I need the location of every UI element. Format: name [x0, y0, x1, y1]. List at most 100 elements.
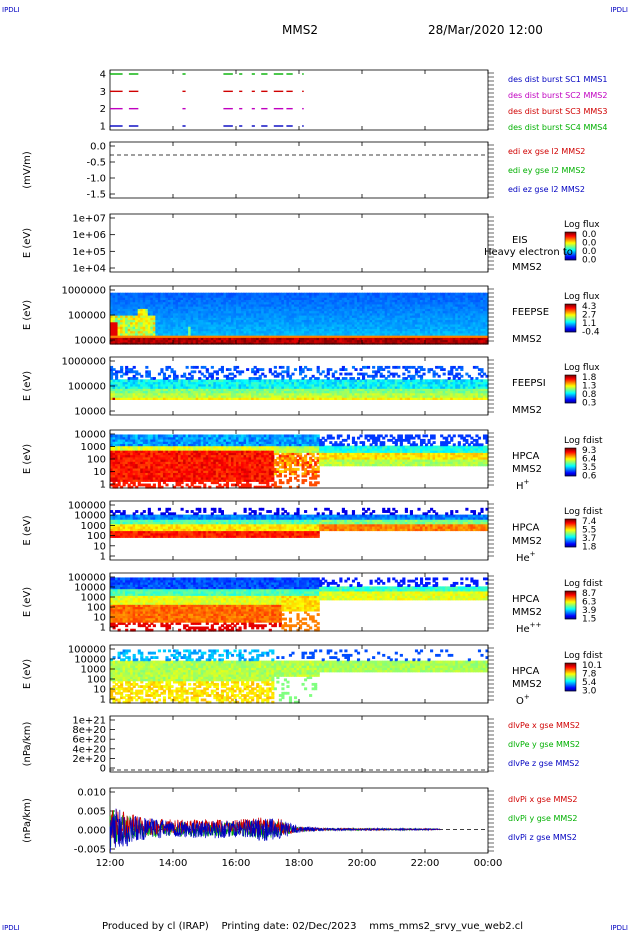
colorbar-title-8: Log fdist — [564, 579, 603, 589]
colorbar-tick-6-2: 3.5 — [582, 463, 596, 473]
colorbar-tick-4-1: 2.7 — [582, 311, 596, 321]
panel-frame-2 — [109, 141, 489, 199]
colorbar-title-3: Log flux — [564, 220, 600, 230]
colorbar-5 — [564, 374, 577, 404]
ylabel-10: (nPa/km) — [22, 722, 33, 767]
legend-10-1: dlvPe y gse MMS2 — [508, 740, 580, 749]
ylabel-6: E (eV) — [22, 444, 33, 474]
ytick-10-0: 1e+21 — [72, 716, 106, 727]
panel-2 — [109, 141, 494, 199]
instrument-label-9-0: HPCA — [512, 666, 540, 677]
ytick-10-5: 0 — [100, 764, 106, 775]
colorbar-title-4: Log flux — [564, 292, 600, 302]
colorbar-tick-5-2: 0.8 — [582, 390, 597, 400]
footer-credits: Produced by cl (IRAP) Printing date: 02/… — [102, 921, 524, 932]
ytick-4-0: 1000000 — [61, 286, 106, 297]
colorbar-tick-3-2: 0.0 — [582, 247, 597, 257]
ytick-3-1: 1e+06 — [72, 230, 106, 241]
corner-mark-bottom-right: IPDLI — [610, 924, 628, 932]
ylabel-8: E (eV) — [22, 587, 33, 617]
colorbar-tick-7-0: 7.4 — [582, 517, 597, 527]
instrument-label-7-0: HPCA — [512, 523, 540, 534]
instrument-label-8-0: HPCA — [512, 594, 540, 605]
ytick-7-4: 10 — [93, 541, 106, 552]
panel-6 — [109, 429, 577, 489]
ylabel-2: (mV/m) — [22, 151, 33, 189]
instrument-label-7-1: MMS2 — [512, 536, 542, 547]
colorbar-tick-8-1: 6.3 — [582, 598, 596, 608]
colorbar-title-9: Log fdist — [564, 651, 603, 661]
colorbar-8 — [564, 590, 577, 620]
ylabel-11: (nPa/km) — [22, 798, 33, 843]
ytick-5-0: 1000000 — [61, 357, 106, 368]
species-label-6: H+ — [516, 478, 530, 492]
ytick-11-3: -0.005 — [74, 845, 106, 856]
instrument-label-6-0: HPCA — [512, 451, 540, 462]
instrument-label-6-1: MMS2 — [512, 464, 542, 475]
colorbar-title-7: Log fdist — [564, 507, 603, 517]
colorbar-tick-8-3: 1.5 — [582, 615, 596, 625]
instrument-label-4-0: FEEPSE — [512, 307, 549, 318]
ytick-3-3: 1e+04 — [72, 264, 106, 275]
colorbar-tick-3-1: 0.0 — [582, 239, 597, 249]
ytick-8-1: 10000 — [74, 583, 106, 594]
panel-1 — [109, 69, 494, 131]
overlay-text: Heavy electron to — [484, 247, 573, 258]
legend-1-0: des dist burst SC1 MMS1 — [508, 75, 607, 84]
panel-frame-10 — [109, 715, 489, 773]
ylabel-7: E (eV) — [22, 515, 33, 545]
ytick-6-1: 1000 — [81, 442, 106, 453]
ytick-9-3: 100 — [87, 675, 106, 686]
ytick-10-1: 8e+20 — [72, 725, 106, 736]
ytick-6-4: 1 — [100, 480, 106, 491]
colorbar-title-6: Log fdist — [564, 436, 603, 446]
ytick-3-0: 1e+07 — [72, 214, 106, 225]
ytick-1-2: 2 — [100, 104, 106, 115]
panel-frame-3 — [109, 213, 489, 273]
colorbar-9 — [564, 662, 577, 692]
ytick-10-4: 2e+20 — [72, 754, 106, 765]
instrument-label-9-1: MMS2 — [512, 679, 542, 690]
datetime-title: 28/Mar/2020 12:00 — [428, 23, 543, 37]
colorbar-tick-4-2: 1.1 — [582, 319, 596, 329]
colorbar-tick-7-3: 1.8 — [582, 543, 597, 553]
legend-2-2: edi ez gse l2 MMS2 — [508, 185, 585, 194]
spacecraft-title: MMS2 — [282, 23, 318, 37]
ylabel-9: E (eV) — [22, 659, 33, 689]
colorbar-tick-8-2: 3.9 — [582, 606, 597, 616]
instrument-label-8-1: MMS2 — [512, 607, 542, 618]
colorbar-7 — [564, 518, 577, 548]
ytick-7-2: 1000 — [81, 521, 106, 532]
panel-3 — [109, 213, 577, 273]
colorbar-tick-6-0: 9.3 — [582, 446, 596, 456]
legend-2-1: edi ey gse l2 MMS2 — [508, 166, 586, 175]
legend-10-2: dlvPe z gse MMS2 — [508, 759, 579, 768]
colorbar-6 — [564, 447, 577, 477]
ytick-1-3: 1 — [100, 122, 106, 133]
panel-10 — [109, 715, 494, 773]
colorbar-tick-4-3: -0.4 — [582, 328, 600, 338]
ytick-9-2: 1000 — [81, 665, 106, 676]
ytick-8-3: 100 — [87, 603, 106, 614]
colorbar-tick-3-3: 0.0 — [582, 256, 597, 266]
ytick-4-2: 10000 — [74, 336, 106, 347]
species-label-7: He+ — [516, 550, 536, 564]
ytick-9-4: 10 — [93, 685, 106, 696]
colorbar-tick-6-3: 0.6 — [582, 472, 597, 482]
legend-11-2: dlvPi z gse MMS2 — [508, 833, 577, 842]
ytick-8-5: 1 — [100, 623, 106, 634]
panel-5 — [109, 356, 577, 416]
panel-4 — [109, 285, 577, 345]
ytick-9-1: 10000 — [74, 655, 106, 666]
instrument-label-4-1: MMS2 — [512, 334, 542, 345]
panel-9 — [109, 644, 577, 704]
colorbar-tick-9-2: 5.4 — [582, 678, 597, 688]
ytick-8-2: 1000 — [81, 593, 106, 604]
ytick-9-0: 100000 — [68, 645, 106, 656]
instrument-label-3-0: EIS — [512, 235, 528, 246]
colorbar-title-5: Log flux — [564, 363, 600, 373]
instrument-label-5-0: FEEPSI — [512, 378, 546, 389]
legend-1-3: des dist burst SC4 MMS4 — [508, 123, 607, 132]
legend-10-0: dlvPe x gse MMS2 — [508, 721, 580, 730]
colorbar-tick-7-2: 3.7 — [582, 534, 596, 544]
